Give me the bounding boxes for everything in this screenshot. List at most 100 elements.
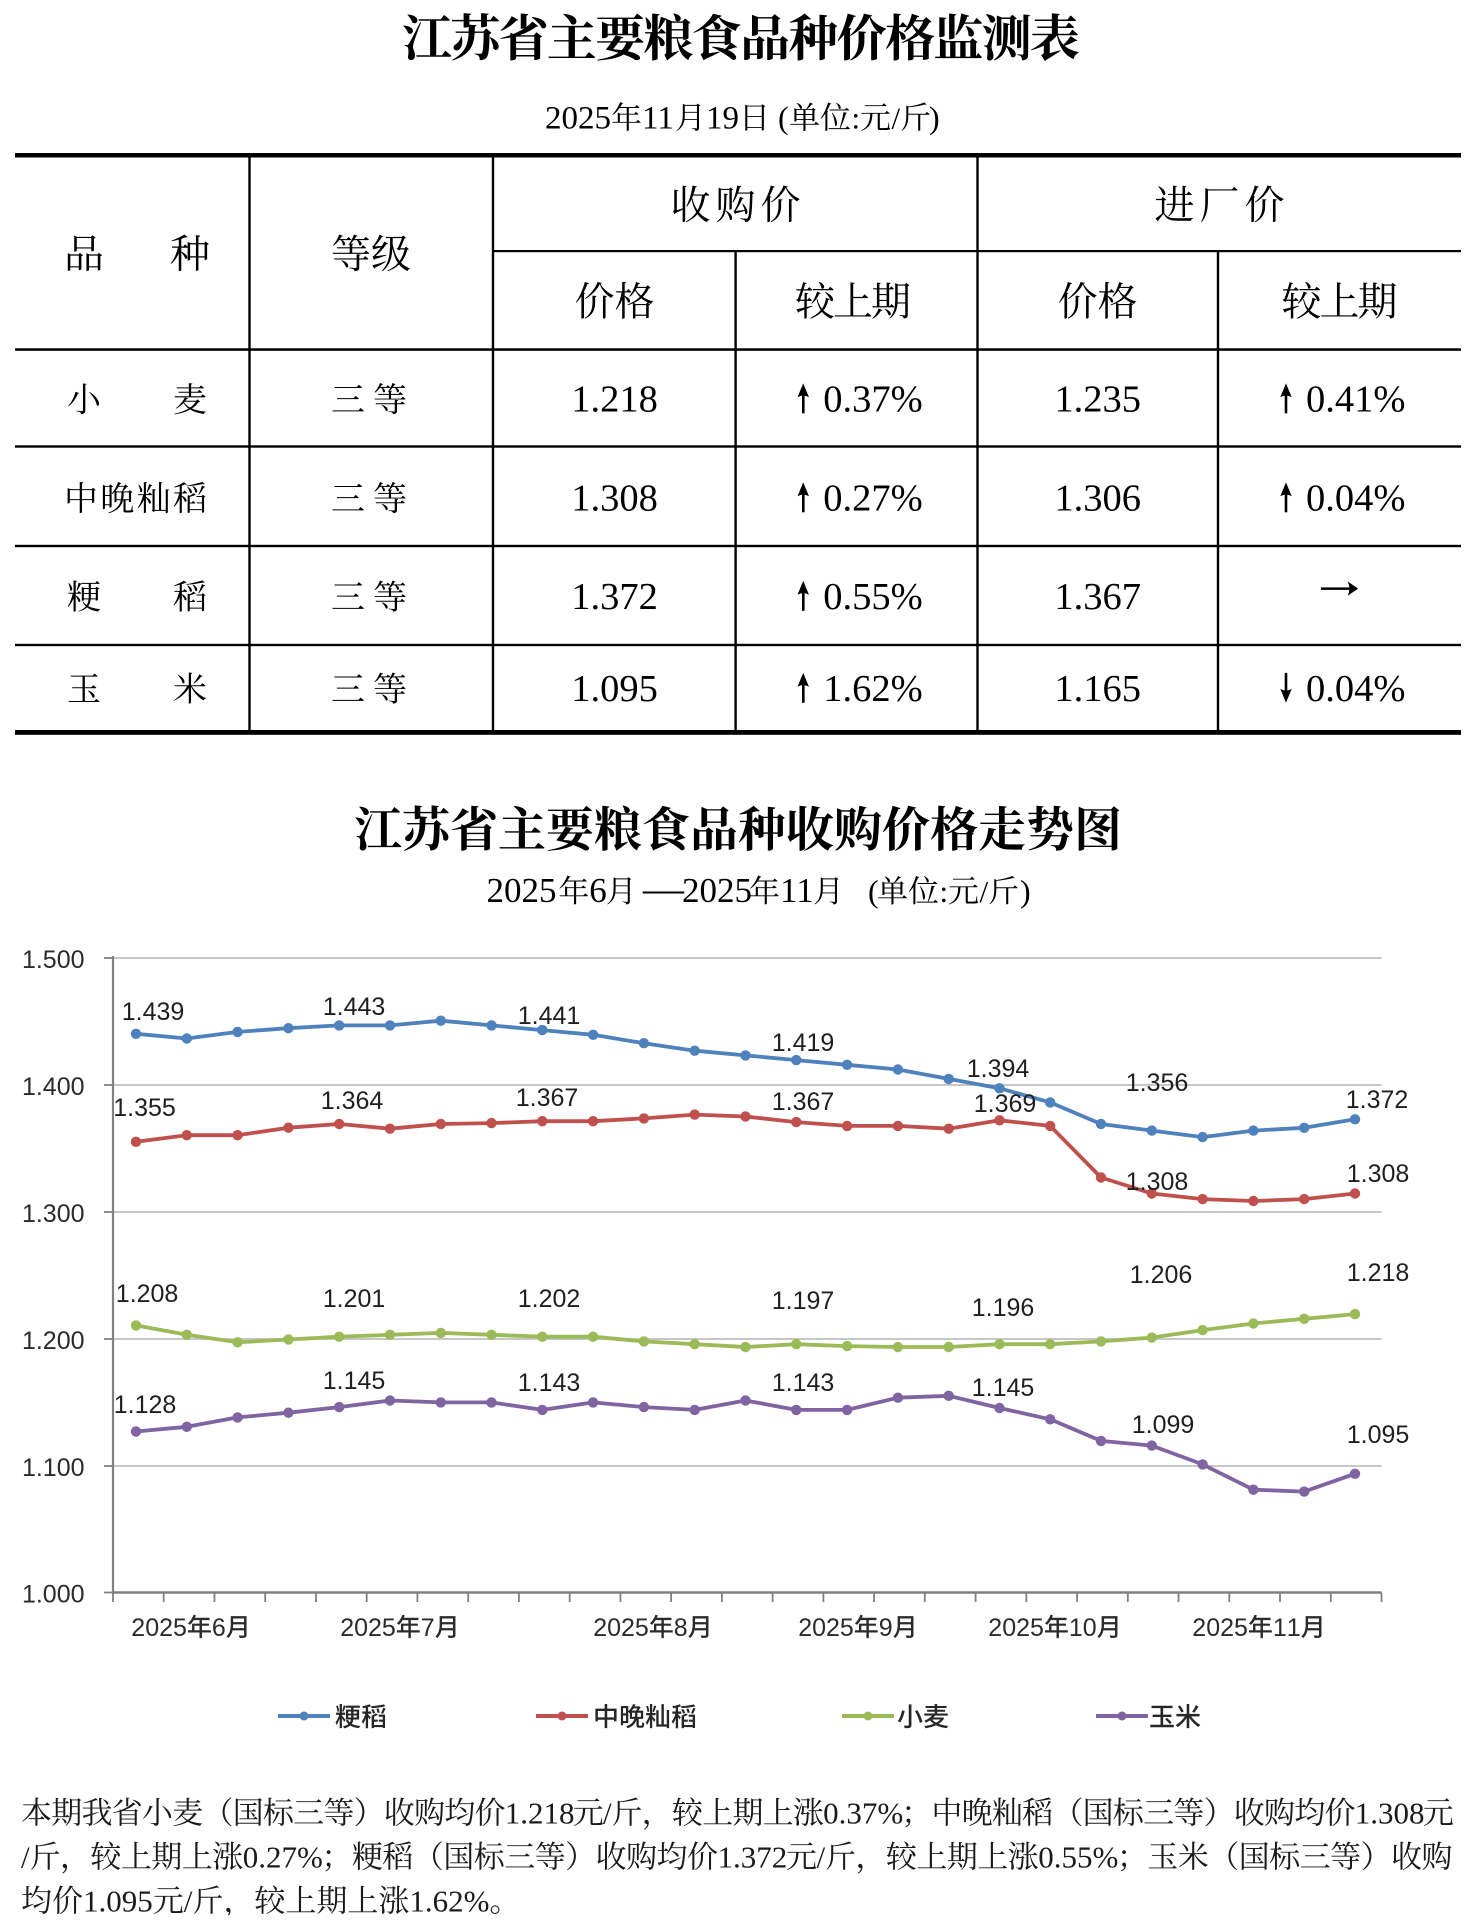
svg-text:1.367: 1.367 (516, 1084, 579, 1112)
svg-text:1.145: 1.145 (323, 1367, 386, 1395)
svg-text:1.095: 1.095 (571, 668, 658, 710)
svg-text:1.100: 1.100 (22, 1454, 85, 1482)
svg-text:/: / (184, 1884, 193, 1916)
svg-text:2: 2 (1016, 1614, 1030, 1642)
svg-text:1.218: 1.218 (571, 379, 658, 421)
svg-text:/: / (21, 1840, 30, 1875)
svg-text:1.306: 1.306 (1054, 478, 1141, 520)
svg-text:5: 5 (840, 1614, 854, 1642)
svg-text:0.37%: 0.37% (823, 379, 922, 421)
svg-text:1.200: 1.200 (22, 1327, 85, 1355)
svg-text:9: 9 (879, 1614, 893, 1642)
svg-text:—: — (642, 865, 685, 911)
svg-text:0.27%: 0.27% (823, 478, 922, 520)
svg-text:1.300: 1.300 (22, 1200, 85, 1228)
svg-text:0: 0 (1083, 1614, 1097, 1642)
svg-text:6: 6 (589, 871, 607, 910)
svg-text:5: 5 (635, 1614, 649, 1642)
svg-text:/: / (817, 1840, 826, 1875)
svg-text:1: 1 (1287, 1614, 1301, 1642)
svg-text::: : (852, 101, 861, 136)
svg-text:0.55%: 0.55% (1038, 1840, 1118, 1875)
svg-text:1.218: 1.218 (1347, 1259, 1410, 1287)
svg-text:2: 2 (368, 1614, 382, 1642)
svg-text:1.419: 1.419 (772, 1029, 835, 1057)
svg-text:1.206: 1.206 (1130, 1261, 1193, 1289)
svg-text:1.197: 1.197 (772, 1287, 835, 1315)
svg-text:11: 11 (642, 101, 674, 137)
svg-text:1.372: 1.372 (718, 1840, 788, 1875)
svg-text:1.62%: 1.62% (409, 1884, 489, 1916)
svg-text:1: 1 (1273, 1614, 1287, 1642)
svg-text:1.62%: 1.62% (823, 668, 922, 710)
svg-text:1.400: 1.400 (22, 1073, 85, 1101)
svg-text:): ) (929, 100, 940, 136)
svg-text:2: 2 (1192, 1614, 1206, 1642)
svg-text:/: / (603, 1796, 612, 1831)
svg-text:0: 0 (1002, 1614, 1016, 1642)
svg-text:5: 5 (1234, 1614, 1248, 1642)
svg-text:1.145: 1.145 (972, 1374, 1035, 1402)
svg-text:1.128: 1.128 (114, 1391, 177, 1419)
svg-text:(: ( (778, 100, 789, 136)
svg-text:2025: 2025 (682, 871, 752, 910)
svg-text:1.202: 1.202 (518, 1285, 581, 1313)
svg-text:1.364: 1.364 (321, 1087, 384, 1115)
svg-text:1.000: 1.000 (22, 1581, 85, 1609)
svg-text:1.500: 1.500 (22, 946, 85, 974)
svg-text:1.308: 1.308 (571, 478, 658, 520)
svg-text:0.04%: 0.04% (1306, 478, 1405, 520)
svg-text:2: 2 (798, 1614, 812, 1642)
svg-text:1.369: 1.369 (974, 1090, 1037, 1118)
svg-text:1.143: 1.143 (772, 1369, 835, 1397)
svg-text:19: 19 (706, 101, 739, 137)
svg-text:2: 2 (340, 1614, 354, 1642)
svg-text:1.099: 1.099 (1132, 1411, 1195, 1439)
svg-text:1.443: 1.443 (323, 993, 386, 1021)
svg-text:1.143: 1.143 (518, 1369, 581, 1397)
svg-text:1.218: 1.218 (505, 1796, 575, 1831)
svg-text:2: 2 (159, 1614, 173, 1642)
svg-text:1.372: 1.372 (571, 576, 658, 618)
svg-text:0.27%: 0.27% (243, 1840, 323, 1875)
svg-text:/: / (980, 874, 989, 909)
svg-text:11: 11 (780, 871, 814, 910)
svg-text:0: 0 (145, 1614, 159, 1642)
svg-text::: : (940, 874, 949, 909)
svg-text:5: 5 (173, 1614, 187, 1642)
svg-text:): ) (1020, 873, 1031, 909)
svg-text:1.095: 1.095 (83, 1884, 153, 1916)
svg-text:1.356: 1.356 (1126, 1069, 1189, 1097)
svg-text:0: 0 (1206, 1614, 1220, 1642)
svg-text:1.441: 1.441 (518, 1002, 581, 1030)
svg-text:2: 2 (131, 1614, 145, 1642)
svg-text:2025: 2025 (545, 101, 611, 137)
svg-text:(: ( (868, 873, 879, 909)
svg-text:2: 2 (1220, 1614, 1234, 1642)
svg-text:1.372: 1.372 (1346, 1086, 1409, 1114)
svg-text:1.308: 1.308 (1126, 1168, 1189, 1196)
svg-text:2: 2 (593, 1614, 607, 1642)
svg-text:0: 0 (812, 1614, 826, 1642)
svg-text:1.355: 1.355 (113, 1094, 176, 1122)
svg-text:5: 5 (1030, 1614, 1044, 1642)
svg-text:1.095: 1.095 (1347, 1421, 1410, 1449)
svg-text:1.308: 1.308 (1347, 1160, 1410, 1188)
svg-text:0: 0 (354, 1614, 368, 1642)
svg-text:1.208: 1.208 (116, 1280, 179, 1308)
svg-text:7: 7 (421, 1614, 435, 1642)
svg-text:2: 2 (621, 1614, 635, 1642)
svg-text:0: 0 (607, 1614, 621, 1642)
svg-text:6: 6 (212, 1614, 226, 1642)
svg-text:2: 2 (826, 1614, 840, 1642)
svg-text:1.308: 1.308 (1355, 1796, 1425, 1831)
svg-text:2: 2 (988, 1614, 1002, 1642)
svg-text:1.165: 1.165 (1054, 668, 1141, 710)
svg-text:1.196: 1.196 (972, 1294, 1035, 1322)
svg-text:1.235: 1.235 (1054, 379, 1141, 421)
svg-text:0.55%: 0.55% (823, 576, 922, 618)
svg-text:1.367: 1.367 (1054, 576, 1141, 618)
svg-text:8: 8 (674, 1614, 688, 1642)
svg-text:1: 1 (1069, 1614, 1083, 1642)
svg-text:1.439: 1.439 (122, 998, 185, 1026)
